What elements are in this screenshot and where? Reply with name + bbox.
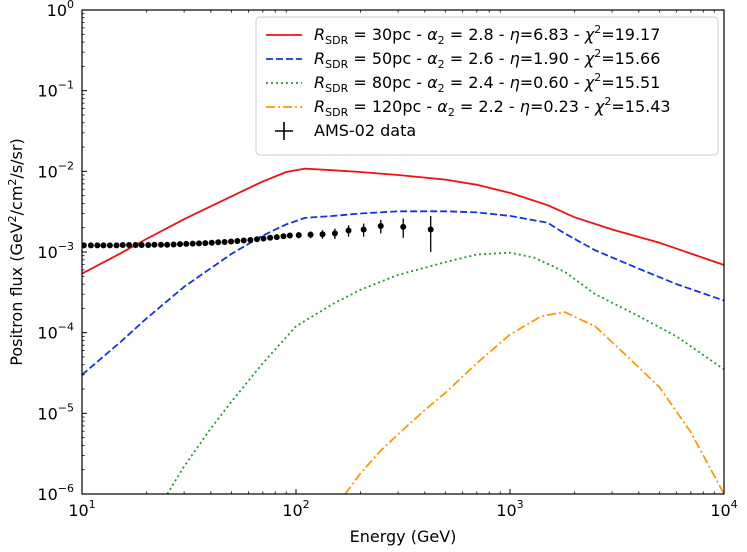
data-point: [319, 231, 326, 238]
data-point: [164, 241, 171, 248]
data-point: [126, 242, 133, 249]
data-point: [176, 241, 183, 248]
ticks-layer: [81, 9, 725, 495]
legend: RSDR = 30pc - α2 = 2.8 - η=6.83 - χ2=19.…: [255, 16, 719, 156]
legend-label-3: RSDR = 80pc - α2 = 2.4 - η=0.60 - χ2=15.…: [314, 71, 660, 95]
series-layer: [82, 167, 724, 494]
data-point: [132, 242, 139, 249]
y-axis-label: Positron flux (GeV2/cm2/s/sr): [6, 138, 26, 365]
data-point: [331, 230, 338, 237]
y-tick-labels: 100 10−1 10−2 10−3 10−4 10−5 10−6: [37, 0, 74, 504]
data-point: [138, 242, 145, 249]
x-tick-label: 104: [710, 498, 737, 520]
legend-box: [255, 16, 719, 156]
series-line-1: [82, 167, 724, 275]
data-point: [119, 242, 126, 249]
data-point: [280, 233, 287, 240]
data-point: [189, 240, 196, 247]
data-point: [208, 239, 215, 246]
y-tick-label: 10−6: [37, 482, 74, 504]
data-point: [377, 223, 384, 230]
data-point: [82, 242, 87, 249]
data-point: [240, 237, 247, 244]
data-point: [247, 236, 254, 243]
data-point: [307, 231, 314, 238]
data-point: [295, 232, 302, 239]
series-line-2: [82, 210, 724, 376]
y-tick-label: 10−2: [37, 159, 74, 181]
legend-label-2: RSDR = 50pc - α2 = 2.6 - η=1.90 - χ2=15.…: [314, 47, 660, 71]
y-tick-label: 100: [47, 0, 74, 20]
data-point: [253, 236, 260, 243]
data-point: [106, 242, 113, 249]
data-point: [195, 240, 202, 247]
y-tick-label: 10−1: [37, 79, 74, 101]
data-point: [260, 235, 267, 242]
y-tick-label: 10−5: [37, 401, 74, 423]
data-point: [170, 241, 177, 248]
data-point: [87, 242, 94, 249]
ams02-data-layer: [82, 215, 434, 252]
data-point: [273, 234, 280, 241]
legend-label-data: AMS-02 data: [314, 121, 416, 140]
x-axis-label: Energy (GeV): [350, 527, 457, 546]
x-tick-label: 103: [496, 498, 523, 520]
data-point: [427, 226, 434, 233]
data-point: [215, 239, 222, 246]
data-point: [400, 223, 407, 230]
data-point: [345, 227, 352, 234]
data-point: [94, 242, 101, 249]
legend-label-1: RSDR = 30pc - α2 = 2.8 - η=6.83 - χ2=19.…: [314, 23, 660, 47]
series-line-4: [344, 311, 724, 494]
legend-label-4: RSDR = 120pc - α2 = 2.2 - η=0.23 - χ2=15…: [314, 95, 671, 119]
data-point: [113, 242, 120, 249]
y-tick-label: 10−4: [37, 321, 74, 343]
x-tick-label: 101: [68, 498, 95, 520]
data-point: [183, 240, 190, 247]
y-tick-label: 10−3: [37, 240, 74, 262]
series-line-3: [166, 251, 724, 494]
data-point: [267, 234, 274, 241]
data-point: [151, 241, 158, 248]
data-point: [100, 242, 107, 249]
data-point: [286, 232, 293, 239]
data-point: [228, 238, 235, 245]
x-tick-label: 102: [282, 498, 309, 520]
data-point: [158, 241, 165, 248]
data-point: [145, 242, 152, 249]
data-point: [234, 237, 241, 244]
data-point: [360, 226, 367, 233]
x-tick-labels: 101 102 103 104: [68, 498, 737, 520]
data-point: [202, 240, 209, 247]
data-point: [221, 239, 228, 246]
